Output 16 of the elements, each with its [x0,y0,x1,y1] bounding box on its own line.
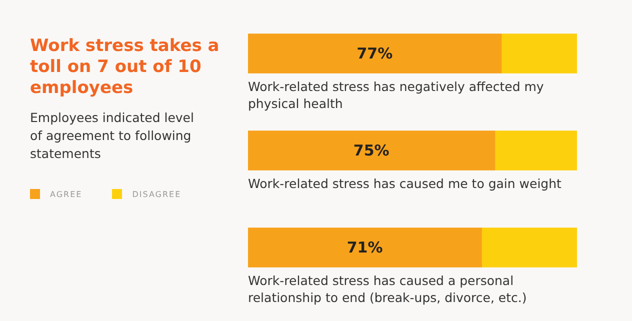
legend-label: AGREE [50,190,82,198]
data-label: 77% [356,44,393,62]
y-tick-label: Work-related stress has caused a personal relationship to end (break-ups, divorce, etc.) [248,273,527,305]
bar [481,228,577,268]
bar [501,34,577,74]
y-tick-label: Work-related stress has caused me to gain weight [248,176,562,191]
text: Work stress takes a toll on 7 out of 10 employees [30,36,220,99]
y-tick-label: Work-related stress has negatively affected my physical health [248,79,544,111]
data-label: 71% [346,238,383,256]
bar [248,130,496,170]
bar [494,130,577,170]
bar [248,228,482,268]
text: Employees indicated level of agreement to following statements [30,109,195,163]
data-label: 75% [353,141,390,160]
bar [248,34,502,74]
legend-label: DISAGREE [132,190,182,198]
